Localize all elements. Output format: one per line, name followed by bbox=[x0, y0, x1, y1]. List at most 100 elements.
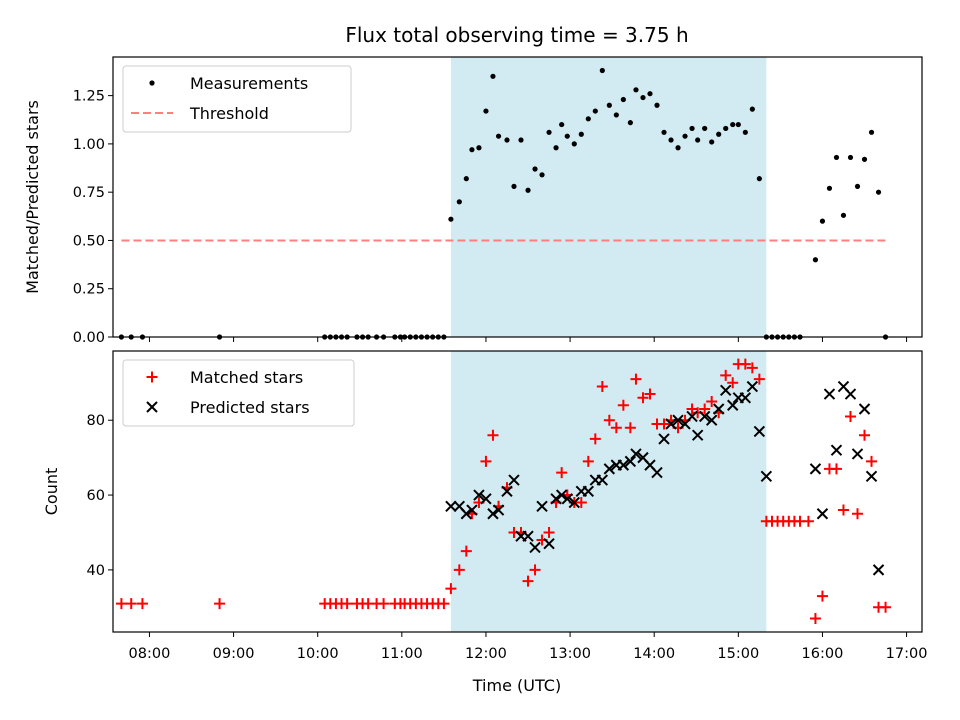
data-point bbox=[511, 183, 517, 189]
data-point bbox=[508, 474, 520, 486]
data-point bbox=[868, 129, 875, 135]
data-point bbox=[571, 141, 577, 147]
data-point bbox=[880, 601, 892, 613]
data-point bbox=[487, 508, 499, 520]
data-point bbox=[466, 504, 478, 516]
data-point bbox=[582, 455, 594, 467]
data-point bbox=[543, 537, 555, 550]
data-point bbox=[592, 108, 598, 114]
series-measurements bbox=[118, 67, 889, 340]
data-point bbox=[469, 147, 475, 153]
data-point bbox=[644, 388, 656, 400]
data-point bbox=[826, 185, 833, 191]
data-point bbox=[686, 403, 698, 415]
data-point bbox=[585, 116, 591, 122]
data-point bbox=[378, 598, 390, 610]
data-point bbox=[837, 504, 849, 516]
data-point bbox=[851, 448, 864, 460]
data-point bbox=[812, 257, 819, 263]
observing-interval-span bbox=[450, 57, 767, 337]
y-axis-label: Matched/Predicted stars bbox=[23, 100, 42, 294]
x-tick-label: 16:00 bbox=[802, 646, 844, 662]
data-point bbox=[568, 496, 580, 509]
data-point bbox=[819, 218, 826, 224]
data-point bbox=[753, 373, 765, 385]
data-point bbox=[672, 414, 684, 426]
x-tick-label: 15:00 bbox=[717, 646, 759, 662]
legend-label: Predicted stars bbox=[190, 398, 310, 417]
data-point bbox=[647, 91, 653, 97]
data-point bbox=[603, 463, 616, 475]
bottom-panel: 40 60 80 08:00 09:00 10:00 11:00 12:00 13:00 14:0… bbox=[42, 350, 927, 662]
y-tick-label: 0.50 bbox=[73, 233, 105, 249]
data-point bbox=[617, 459, 630, 471]
data-point bbox=[483, 108, 489, 114]
data-point bbox=[606, 102, 612, 108]
data-point bbox=[668, 137, 674, 143]
data-point bbox=[620, 96, 626, 103]
x-tick-label: 10:00 bbox=[297, 646, 339, 662]
data-point bbox=[720, 384, 732, 396]
data-point bbox=[858, 403, 871, 415]
data-point bbox=[624, 422, 636, 434]
data-point bbox=[746, 380, 759, 393]
data-point bbox=[654, 102, 660, 108]
data-point bbox=[861, 156, 868, 162]
legend-swatch bbox=[146, 401, 158, 413]
data-point bbox=[709, 139, 715, 145]
data-point bbox=[504, 137, 510, 143]
legend-label: Threshold bbox=[189, 104, 269, 123]
data-point bbox=[802, 515, 814, 527]
data-point bbox=[624, 455, 637, 468]
data-point bbox=[739, 358, 751, 370]
data-point bbox=[529, 564, 541, 576]
data-point bbox=[546, 129, 552, 135]
data-point bbox=[445, 500, 457, 512]
data-point bbox=[844, 388, 857, 400]
data-point bbox=[847, 154, 854, 161]
data-point bbox=[840, 212, 847, 218]
data-point bbox=[723, 125, 729, 132]
data-point bbox=[460, 545, 472, 557]
data-point bbox=[603, 414, 615, 426]
data-point bbox=[720, 369, 732, 381]
data-point bbox=[589, 433, 601, 445]
y-tick-label: 0.75 bbox=[73, 185, 105, 201]
data-point bbox=[844, 410, 856, 422]
y-tick-label: 0.25 bbox=[73, 282, 105, 298]
data-point bbox=[727, 377, 739, 389]
data-point bbox=[830, 463, 842, 475]
data-point bbox=[633, 87, 639, 93]
y-tick-label: 1.00 bbox=[73, 137, 105, 153]
data-point bbox=[522, 575, 534, 587]
data-point bbox=[753, 425, 766, 438]
data-point bbox=[699, 403, 711, 415]
data-point bbox=[539, 172, 545, 178]
data-point bbox=[495, 133, 502, 139]
data-point bbox=[756, 176, 762, 182]
data-point bbox=[760, 470, 773, 483]
data-point bbox=[658, 433, 670, 445]
data-point bbox=[809, 463, 822, 475]
data-point bbox=[445, 583, 457, 595]
y-tick-label: 1.25 bbox=[73, 89, 105, 105]
data-point bbox=[630, 373, 642, 385]
x-tick-label: 14:00 bbox=[633, 646, 675, 662]
legend-label: Matched stars bbox=[190, 368, 303, 387]
data-point bbox=[490, 73, 496, 79]
data-point bbox=[136, 598, 148, 610]
data-point bbox=[691, 429, 704, 441]
data-point bbox=[125, 598, 137, 610]
data-point bbox=[865, 470, 878, 483]
data-point bbox=[716, 131, 722, 137]
data-point bbox=[341, 598, 353, 610]
data-point bbox=[575, 497, 587, 509]
legend-box bbox=[122, 65, 352, 133]
data-point bbox=[705, 414, 718, 426]
legend-swatch bbox=[146, 371, 158, 383]
data-point bbox=[689, 125, 695, 132]
data-point bbox=[518, 137, 524, 143]
data-point bbox=[582, 485, 595, 498]
data-point bbox=[727, 399, 739, 411]
